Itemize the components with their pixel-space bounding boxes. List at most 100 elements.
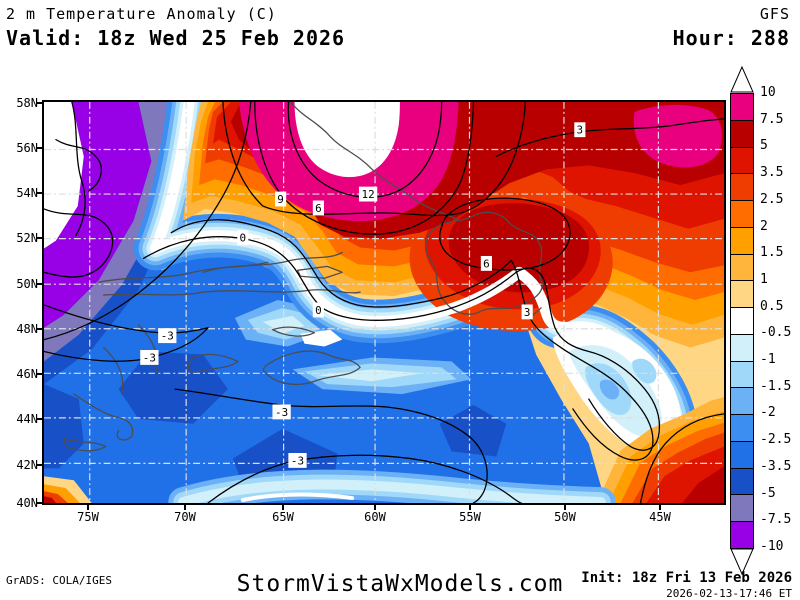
colorbar-tick-label: 5 (760, 138, 768, 154)
lat-tick-label: 44N (16, 412, 38, 426)
lat-tick (37, 373, 42, 375)
contour-label-box (358, 186, 378, 202)
colorbar-tick-label: 3.5 (760, 165, 784, 181)
contour-label: 3 (524, 306, 531, 319)
map-canvas: 0 9 6 12 3 6 3 0 -3 -3 -3 -3 (44, 102, 724, 503)
lat-tick-label: 40N (16, 496, 38, 510)
contour-label: 6 (483, 257, 490, 270)
product-title: 2 m Temperature Anomaly (C) (6, 5, 277, 23)
colorbar-tick-label: -3.5 (760, 458, 792, 474)
colorbar-swatch (731, 94, 753, 121)
contour-label-box (574, 122, 586, 138)
lat-tick (37, 147, 42, 149)
lat-tick (37, 328, 42, 330)
colorbar-swatch (731, 174, 753, 202)
contour-label-box (288, 452, 307, 468)
forecast-hour: Hour: 288 (672, 26, 790, 50)
bottom-pale-strip (168, 469, 616, 503)
contour-label-box (312, 200, 324, 216)
colorbar-swatch (731, 361, 753, 389)
colorbar-tick-label: -7.5 (760, 512, 792, 528)
lat-tick (37, 102, 42, 104)
lat-tick-label: 48N (16, 322, 38, 336)
contour-label-box (272, 404, 291, 420)
colorbar-tick-label: 10 (760, 85, 776, 100)
lon-tick-label: 50W (554, 510, 576, 524)
generated-time: 2026-02-13-17:46 ET (666, 587, 792, 600)
lat-tick (37, 283, 42, 285)
colorbar-tick-label: -10 (760, 538, 784, 554)
lon-tick (469, 505, 471, 510)
lon-tick-label: 60W (364, 510, 386, 524)
colorbar-swatch (731, 495, 753, 523)
contour-lines (44, 102, 724, 503)
contour-label: 9 (277, 193, 284, 206)
colorbar-swatch (731, 227, 753, 255)
contour-label-box (158, 328, 177, 344)
contour-label: -3 (143, 351, 156, 364)
lat-tick-label: 46N (16, 367, 38, 381)
colorbar-swatch (731, 441, 753, 469)
corner-warm-blob (44, 476, 92, 503)
contour-label-box (237, 230, 249, 246)
colorbar-swatch (731, 388, 753, 416)
lon-tick-label: 55W (459, 510, 481, 524)
site-watermark: StormVistaWxModels.com (236, 571, 564, 597)
grads-credit: GrADS: COLA/IGES (6, 574, 112, 587)
lat-tick (37, 192, 42, 194)
contour-label: -3 (161, 330, 174, 343)
colorbar-swatch (731, 147, 753, 175)
colorbar-arrow-up-icon (730, 66, 754, 93)
colorbar-swatch (731, 415, 753, 442)
contour-label: 3 (577, 124, 584, 137)
anomaly-map: 0 9 6 12 3 6 3 0 -3 -3 -3 -3 (42, 100, 726, 505)
colorbar-tick-label: 1.5 (760, 245, 784, 261)
colorbar-tick-label: 7.5 (760, 111, 784, 127)
colorbar-tick-label: 0.5 (760, 298, 784, 314)
colorbar-swatch (731, 120, 753, 148)
lon-tick-label: 70W (174, 510, 196, 524)
contour-label: 0 (315, 304, 322, 317)
lon-tick-label: 45W (649, 510, 671, 524)
contour-label-box (480, 255, 492, 271)
lat-tick-label: 54N (16, 186, 38, 200)
colorbar-swatch (731, 522, 753, 549)
graticule (44, 102, 724, 503)
colorbar-arrow-down-icon (730, 548, 754, 575)
colorbar-tick-label: 1 (760, 271, 768, 287)
colorbar-tick-label: -5 (760, 485, 776, 501)
lat-tick-label: 56N (16, 141, 38, 155)
contour-label: 0 (240, 232, 247, 245)
contour-label: -3 (291, 454, 304, 467)
contour-label-box (312, 302, 324, 318)
colorbar (730, 93, 754, 549)
lon-tick-label: 75W (77, 510, 99, 524)
lon-tick (282, 505, 284, 510)
colorbar-swatch (731, 201, 753, 228)
colorbar-tick-label: 2.5 (760, 191, 784, 207)
colorbar-tick-label: -2 (760, 405, 776, 421)
lon-tick (564, 505, 566, 510)
colorbar-swatch (731, 334, 753, 362)
colorbar-tick-label: -0.5 (760, 325, 792, 341)
lat-tick (37, 502, 42, 504)
contour-label: -3 (275, 406, 288, 419)
colorbar-tick-label: -2.5 (760, 432, 792, 448)
lat-tick-label: 42N (16, 458, 38, 472)
contour-label-box (275, 191, 287, 207)
lat-tick (37, 464, 42, 466)
lat-tick (37, 237, 42, 239)
valid-time: Valid: 18z Wed 25 Feb 2026 (6, 26, 346, 50)
lon-tick (87, 505, 89, 510)
lon-tick (374, 505, 376, 510)
lat-tick (37, 418, 42, 420)
colorbar-tick-label: -1.5 (760, 378, 792, 394)
lat-tick-label: 50N (16, 277, 38, 291)
contour-label-box (521, 304, 533, 320)
coastlines (63, 102, 543, 452)
colorbar-swatch (731, 281, 753, 309)
colorbar-tick-label: 2 (760, 218, 768, 234)
lat-tick-label: 58N (16, 96, 38, 110)
colorbar-swatch (731, 308, 753, 335)
